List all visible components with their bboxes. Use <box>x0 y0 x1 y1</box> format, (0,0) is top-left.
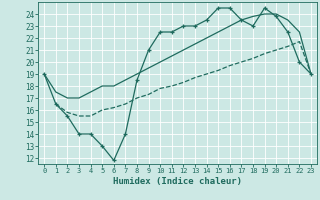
X-axis label: Humidex (Indice chaleur): Humidex (Indice chaleur) <box>113 177 242 186</box>
